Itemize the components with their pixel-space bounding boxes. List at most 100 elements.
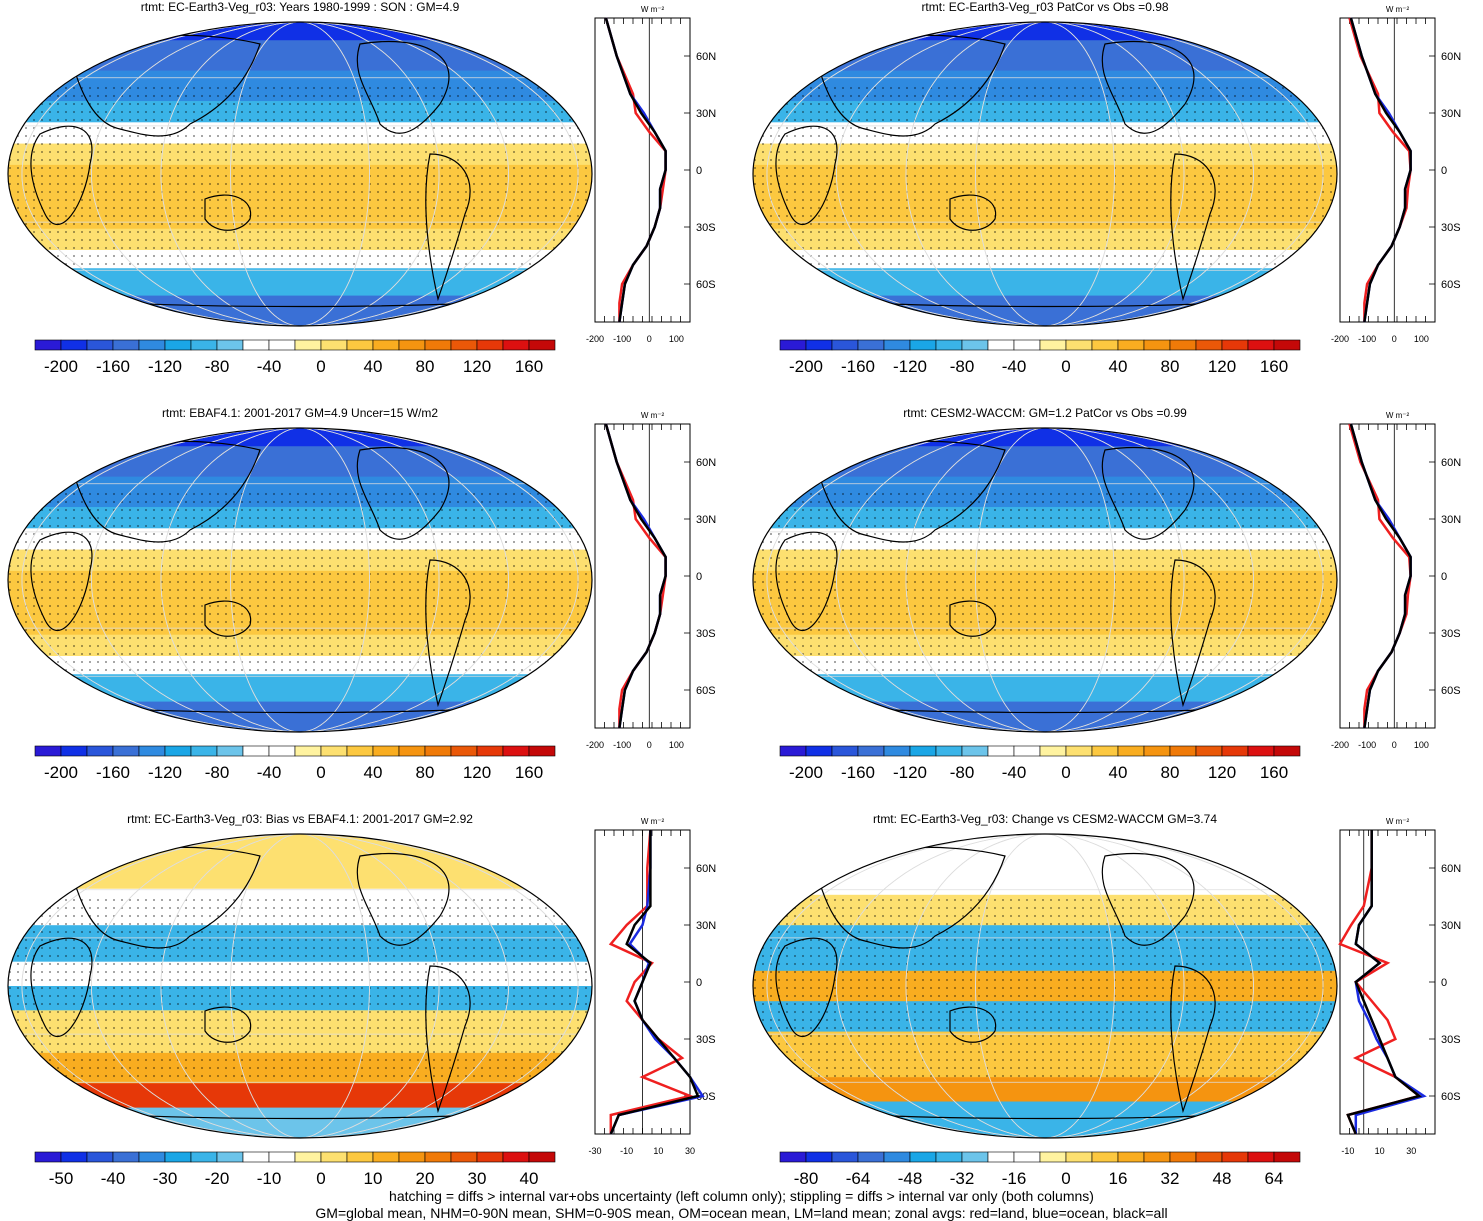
colorbar-tick-label: 30 bbox=[468, 1169, 487, 1188]
colorbar-swatch bbox=[164, 1151, 192, 1163]
lat-tick-label: 0 bbox=[696, 165, 702, 177]
colorbar-swatch bbox=[268, 339, 296, 351]
panel-5: rtmt: EC-Earth3-Veg_r03: Bias vs EBAF4.1… bbox=[0, 812, 740, 1217]
colorbar-swatch bbox=[34, 745, 62, 757]
colorbar-swatch bbox=[1195, 745, 1223, 757]
lat-tick-label: 60S bbox=[1441, 279, 1461, 291]
colorbar-tick-label: -80 bbox=[950, 357, 975, 376]
colorbar-swatch bbox=[1247, 745, 1275, 757]
colorbar-tick-label: -20 bbox=[205, 1169, 230, 1188]
colorbar-swatch bbox=[528, 1151, 556, 1163]
colorbar-swatch bbox=[1091, 339, 1119, 351]
colorbar-swatch bbox=[346, 745, 374, 757]
lat-tick-label: 30N bbox=[696, 920, 716, 932]
colorbar-swatch bbox=[831, 1151, 859, 1163]
colorbar-tick-label: 0 bbox=[1061, 357, 1070, 376]
panel-title: rtmt: EC-Earth3-Veg_r03: Bias vs EBAF4.1… bbox=[127, 812, 473, 826]
colorbar-swatch bbox=[935, 1151, 963, 1163]
colorbar-tick-label: 0 bbox=[316, 763, 325, 782]
colorbar-swatch bbox=[242, 339, 270, 351]
colorbar-swatch bbox=[1221, 1151, 1249, 1163]
x-tick-label: 0 bbox=[647, 740, 652, 750]
ocean-zonal-line bbox=[604, 423, 667, 729]
colorbar-swatch bbox=[294, 1151, 322, 1163]
colorbar-swatch bbox=[372, 745, 400, 757]
colorbar-tick-label: -80 bbox=[794, 1169, 819, 1188]
lat-tick-label: 30N bbox=[696, 108, 716, 120]
colorbar: -50-40-30-20-1001020304050 bbox=[34, 1151, 556, 1188]
footer-note-1: hatching = diffs > internal var+obs unce… bbox=[389, 1188, 1094, 1204]
colorbar-tick-label: 10 bbox=[364, 1169, 383, 1188]
colorbar-swatch bbox=[398, 1151, 426, 1163]
colorbar-swatch bbox=[190, 1151, 218, 1163]
colorbar-tick-label: 40 bbox=[1109, 357, 1128, 376]
lat-tick-label: 0 bbox=[696, 571, 702, 583]
colorbar-swatch bbox=[476, 745, 504, 757]
colorbar-swatch bbox=[476, 1151, 504, 1163]
lat-tick-label: 30N bbox=[1441, 108, 1461, 120]
x-tick-label: 10 bbox=[1375, 1146, 1385, 1156]
colorbar-swatch bbox=[1247, 339, 1275, 351]
panel-title: rtmt: CESM2-WACCM: GM=1.2 PatCor vs Obs … bbox=[903, 406, 1187, 420]
panel-4: rtmt: CESM2-WACCM: GM=1.2 PatCor vs Obs … bbox=[745, 406, 1483, 811]
colorbar-tick-label: 40 bbox=[1109, 763, 1128, 782]
colorbar-swatch bbox=[294, 745, 322, 757]
colorbar-swatch bbox=[883, 1151, 911, 1163]
colorbar: -200-160-120-80-4004080120160200 bbox=[779, 745, 1301, 782]
colorbar-swatch bbox=[1221, 745, 1249, 757]
colorbar-tick-label: 120 bbox=[1208, 357, 1236, 376]
map-plot bbox=[7, 427, 593, 733]
x-tick-label: 100 bbox=[1414, 740, 1429, 750]
colorbar-swatch bbox=[1039, 745, 1067, 757]
land-zonal-line bbox=[1338, 830, 1422, 1135]
x-tick-label: -200 bbox=[1331, 334, 1349, 344]
lat-tick-label: 0 bbox=[1441, 165, 1447, 177]
colorbar-swatch bbox=[398, 745, 426, 757]
colorbar-tick-label: -200 bbox=[44, 763, 78, 782]
panel-title: rtmt: EC-Earth3-Veg_r03: Years 1980-1999… bbox=[140, 0, 460, 14]
colorbar-swatch bbox=[216, 339, 244, 351]
colorbar-swatch bbox=[216, 745, 244, 757]
colorbar-swatch bbox=[1013, 745, 1041, 757]
all-zonal-line bbox=[1349, 423, 1412, 729]
colorbar-tick-label: 0 bbox=[1061, 1169, 1070, 1188]
colorbar-swatch bbox=[138, 1151, 166, 1163]
colorbar-tick-label: -10 bbox=[257, 1169, 282, 1188]
map-plot bbox=[7, 833, 593, 1139]
panel-6: rtmt: EC-Earth3-Veg_r03: Change vs CESM2… bbox=[745, 812, 1483, 1217]
colorbar-swatch bbox=[1195, 339, 1223, 351]
x-tick-label: -200 bbox=[586, 740, 604, 750]
land-zonal-line bbox=[608, 829, 695, 1134]
colorbar-swatch bbox=[1169, 1151, 1197, 1163]
colorbar-tick-label: 80 bbox=[416, 763, 435, 782]
colorbar-swatch bbox=[805, 745, 833, 757]
colorbar-swatch bbox=[320, 1151, 348, 1163]
colorbar-swatch bbox=[1273, 1151, 1301, 1163]
colorbar-swatch bbox=[294, 339, 322, 351]
colorbar-tick-label: -200 bbox=[789, 763, 823, 782]
colorbar-swatch bbox=[1247, 1151, 1275, 1163]
colorbar-swatch bbox=[1195, 1151, 1223, 1163]
lat-tick-label: 30N bbox=[1441, 920, 1461, 932]
panel-title: rtmt: EC-Earth3-Veg_r03 PatCor vs Obs =0… bbox=[921, 0, 1169, 14]
zonal-unit-label: W m⁻² bbox=[641, 5, 665, 14]
x-tick-label: 0 bbox=[1392, 334, 1397, 344]
panel-2: rtmt: EC-Earth3-Veg_r03 PatCor vs Obs =0… bbox=[745, 0, 1483, 405]
land-zonal-line bbox=[1348, 17, 1412, 322]
colorbar-tick-label: 40 bbox=[520, 1169, 539, 1188]
lat-tick-label: 60N bbox=[1441, 51, 1461, 63]
land-zonal-line bbox=[604, 17, 667, 322]
lat-tick-label: 0 bbox=[1441, 571, 1447, 583]
panel-1: rtmt: EC-Earth3-Veg_r03: Years 1980-1999… bbox=[0, 0, 740, 405]
lat-tick-label: 60N bbox=[1441, 863, 1461, 875]
colorbar-swatch bbox=[1169, 745, 1197, 757]
colorbar-swatch bbox=[1013, 1151, 1041, 1163]
colorbar-tick-label: 160 bbox=[1260, 763, 1288, 782]
colorbar-swatch bbox=[857, 339, 885, 351]
colorbar-swatch bbox=[242, 1151, 270, 1163]
x-tick-label: 10 bbox=[653, 1146, 663, 1156]
colorbar-tick-label: -160 bbox=[841, 763, 875, 782]
lat-tick-label: 30S bbox=[1441, 222, 1461, 234]
colorbar-tick-label: -80 bbox=[950, 763, 975, 782]
lat-tick-label: 60N bbox=[696, 51, 716, 63]
